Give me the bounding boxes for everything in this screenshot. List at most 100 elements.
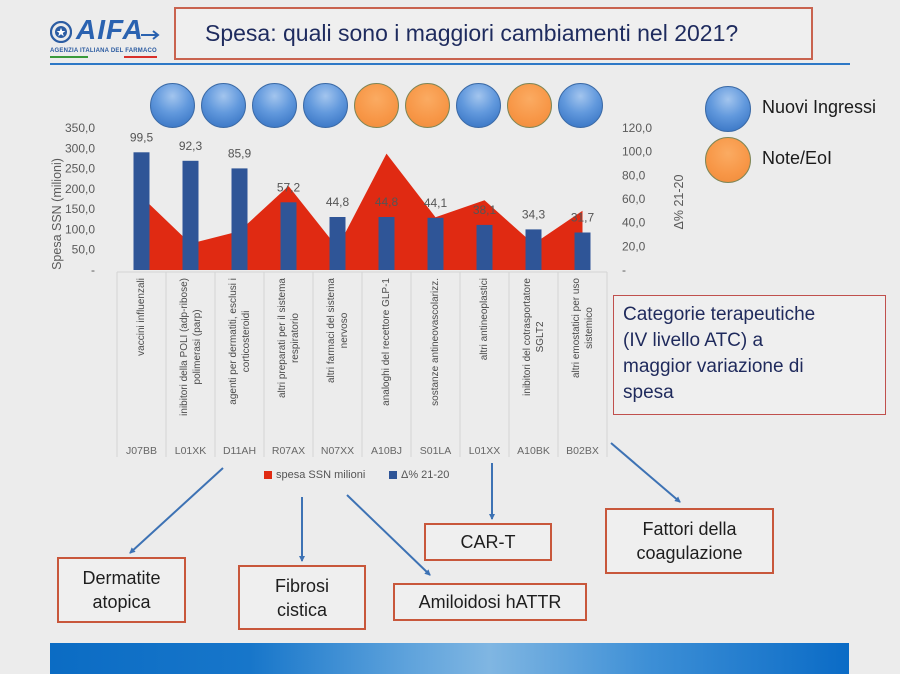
arrow-to-amiloidosi [346,494,431,576]
category-label-text: vaccini influenzali [136,278,147,356]
right-axis-title: Δ% 21-20 [672,175,686,230]
logo-red-stripe [124,56,157,58]
category-label-rotator: altri antineoplastici [460,275,509,440]
category-label-rotator: altri emostatici per uso sistemico [558,275,607,440]
right-axis-tick: 120,0 [622,121,652,135]
category-label-cell: sostanze antineovascolarizz. [411,275,460,440]
bar-value-label: 34,3 [522,207,546,221]
bar-value-label: 44,1 [424,196,448,210]
category-label-rotator: vaccini influenzali [117,275,166,440]
right-axis-tick: 20,0 [622,239,646,253]
footer-band [50,643,849,674]
category-label-rotator: agenti per dermatiti, esclusi i corticost… [215,275,264,440]
bar-value-label: 44,8 [326,195,350,209]
note-eoi-legend-label: Note/EoI [762,148,833,168]
category-code-label: J07BB [126,445,157,457]
callout-text: coagulazione [636,543,743,563]
nuovi-ingressi-legend-circle-icon [705,86,751,132]
right-axis-tick: - [622,263,626,277]
right-axis-tick: 40,0 [622,216,646,230]
bar-value-label: 38,1 [473,203,497,217]
category-label-rotator: altri preparati per il sistema respirator… [264,275,313,440]
bar-delta-L01XK [182,160,199,270]
category-code-label: L01XX [469,445,501,457]
info-line: (IV livello ATC) a [623,330,764,351]
left-axis-tick: 300,0 [65,141,95,155]
left-axis-tick: 250,0 [65,162,95,176]
nuovi-ingressi-legend-label: Nuovi Ingressi [762,97,877,117]
bar-value-label: 57,2 [277,180,301,194]
category-label-text: inibitori del cotrasportatore SGLT2 [521,278,546,396]
left-axis-tick: 150,0 [65,202,95,216]
category-code-label: S01LA [420,445,452,457]
right-axis-tick: 100,0 [622,145,652,159]
italian-emblem-icon [49,20,73,44]
callout-text: Dermatite [82,568,161,588]
logo-tagline: AGENZIA ITALIANA DEL FARMACO [50,48,157,54]
category-label-cell: analoghi del recettore GLP-1 [362,275,411,440]
header-divider [50,63,850,65]
bar-value-label: 44,8 [375,195,399,209]
category-label-rotator: altri farmaci del sistema nervoso [313,275,362,440]
right-axis-tick: 60,0 [622,192,646,206]
note-eoi-circle-icon [354,83,399,128]
category-code-label: B02BX [566,445,599,457]
bar-delta-J07BB [133,152,150,270]
left-axis-tick: 100,0 [65,222,95,236]
callout-text: Fibrosi [274,575,329,596]
left-axis-tick: 200,0 [65,182,95,196]
category-label-cell: agenti per dermatiti, esclusi i corticost… [215,275,264,440]
category-code-label: R07AX [272,445,305,457]
category-label-cell: inibitori della POLI (adp-ribose) polimer… [166,275,215,440]
category-label-text: sostanze antineovascolarizz. [430,278,441,406]
bar-value-label: 31,7 [571,211,595,225]
category-label-text: altri antineoplastici [479,278,490,361]
category-label-text: inibitori della POLI (adp-ribose) polimer… [178,278,203,416]
nuovi-ingressi-circle-icon [303,83,348,128]
callout-text: atopica [92,592,151,612]
bar-delta-S01LA [427,217,444,270]
category-code-label: A10BJ [371,445,402,457]
category-code-label: L01XK [175,445,207,457]
callout-dermatite-atopica: Dermatite atopica [57,557,186,623]
bar-delta-L01XX [476,224,493,270]
red-square-icon [264,471,272,479]
arrow-to-fattori [610,442,681,503]
info-line: maggior variazione di [623,356,804,377]
bar-delta-R07AX [280,202,297,270]
bar-delta-A10BJ [378,217,395,270]
category-label-cell: vaccini influenzali [117,275,166,440]
bar-delta-N07XX [329,217,346,270]
bar-delta-B02BX [574,232,591,270]
note-eoi-legend-circle-icon [705,137,751,183]
note-eoi-circle-icon [405,83,450,128]
logo-green-stripe [50,56,88,58]
legend-item-delta: Δ% 21-20 [389,469,449,481]
category-label-rotator: analoghi del recettore GLP-1 [362,275,411,440]
nuovi-ingressi-circle-icon [558,83,603,128]
category-label-cell: altri emostatici per uso sistemico [558,275,607,440]
callout-text: Fattori della [642,519,737,539]
bar-delta-D11AH [231,168,248,270]
left-axis-tick: - [91,263,95,277]
nuovi-ingressi-circle-icon [150,83,195,128]
category-label-text: agenti per dermatiti, esclusi i corticost… [227,278,252,405]
blue-square-icon [389,471,397,479]
category-label-cell: altri farmaci del sistema nervoso [313,275,362,440]
info-line: Categorie terapeutiche [623,304,816,325]
area-series-spesa-ssn [141,153,583,270]
category-label-cell: altri preparati per il sistema respirator… [264,275,313,440]
legend-label-spesa: spesa SSN milioni [276,469,366,481]
left-axis-tick: 50,0 [72,243,96,257]
note-eoi-circle-icon [507,83,552,128]
bar-value-label: 99,5 [130,130,154,144]
category-label-text: altri farmaci del sistema nervoso [325,278,350,384]
aifa-logo: AIFA [76,14,144,45]
legend-item-spesa: spesa SSN milioni [264,469,365,481]
category-code-label: A10BK [517,445,550,457]
bar-delta-A10BK [525,229,542,270]
category-markers-row [150,83,603,128]
right-axis-tick: 80,0 [622,168,646,182]
callout-text: CAR-T [460,532,516,552]
callout-fattori-coagulazione: Fattori della coagulazione [605,508,774,574]
